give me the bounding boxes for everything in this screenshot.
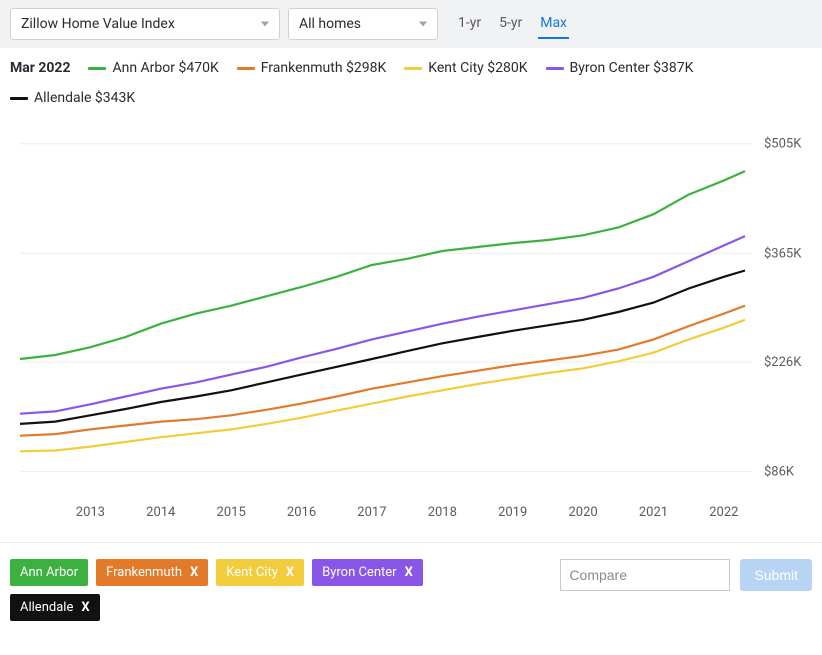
legend-swatch xyxy=(10,97,28,100)
series-line xyxy=(20,320,745,452)
toolbar: Zillow Home Value Index All homes 1-yr 5-… xyxy=(0,0,822,48)
range-tab-max[interactable]: Max xyxy=(538,9,569,39)
legend-date: Mar 2022 xyxy=(10,60,70,76)
home-type-select[interactable]: All homes xyxy=(288,8,438,40)
line-chart: $505K $365K $226K $86K 2013 2014 2015 2016 2017 2… xyxy=(0,112,822,532)
svg-text:$505K: $505K xyxy=(764,137,802,152)
svg-text:$226K: $226K xyxy=(764,355,802,370)
close-icon[interactable]: X xyxy=(286,565,294,580)
home-type-select-value: All homes xyxy=(299,16,361,32)
chip-label: Allendale xyxy=(20,600,73,615)
svg-text:2018: 2018 xyxy=(428,505,457,520)
legend-item: Kent City $280K xyxy=(404,60,527,76)
legend-item: Byron Center $387K xyxy=(546,60,694,76)
compare-input[interactable] xyxy=(560,559,730,591)
legend-label: Ann Arbor $470K xyxy=(112,60,218,76)
comparison-chips: Ann ArborFrankenmuthXKent CityXByron Cen… xyxy=(10,559,490,621)
range-tabs: 1-yr 5-yr Max xyxy=(446,9,569,39)
chip[interactable]: Kent City X xyxy=(216,559,304,586)
svg-text:2019: 2019 xyxy=(498,505,527,520)
close-icon[interactable]: X xyxy=(405,565,413,580)
chip-label: Frankenmuth xyxy=(106,565,182,580)
svg-text:$86K: $86K xyxy=(764,465,795,480)
chip[interactable]: Allendale X xyxy=(10,594,100,621)
bottom-bar: Ann ArborFrankenmuthXKent CityXByron Cen… xyxy=(0,542,822,635)
svg-text:$365K: $365K xyxy=(764,246,802,261)
legend-swatch xyxy=(237,67,255,70)
metric-select[interactable]: Zillow Home Value Index xyxy=(10,8,280,40)
svg-text:2013: 2013 xyxy=(76,505,105,520)
chart-legend: Mar 2022 Ann Arbor $470K Frankenmuth $298… xyxy=(0,48,822,112)
chip-label: Kent City xyxy=(226,565,278,580)
legend-label: Byron Center $387K xyxy=(570,60,694,76)
legend-label: Allendale $343K xyxy=(34,90,135,106)
legend-swatch xyxy=(88,67,106,70)
svg-text:2015: 2015 xyxy=(217,505,246,520)
svg-text:2014: 2014 xyxy=(146,505,176,520)
submit-button[interactable]: Submit xyxy=(740,559,812,591)
chip[interactable]: Ann Arbor xyxy=(10,559,88,586)
series-line xyxy=(20,306,745,436)
range-tab-5-yr[interactable]: 5-yr xyxy=(497,9,524,39)
chip-label: Byron Center xyxy=(322,565,396,580)
legend-label: Kent City $280K xyxy=(428,60,527,76)
legend-label: Frankenmuth $298K xyxy=(261,60,387,76)
svg-text:2017: 2017 xyxy=(357,505,386,520)
chip-label: Ann Arbor xyxy=(20,565,78,580)
legend-swatch xyxy=(546,67,564,70)
chip[interactable]: Byron Center X xyxy=(312,559,423,586)
legend-item: Allendale $343K xyxy=(10,90,135,106)
compare-form: Submit xyxy=(560,559,812,591)
range-tab-1-yr[interactable]: 1-yr xyxy=(456,9,483,39)
legend-item: Ann Arbor $470K xyxy=(88,60,218,76)
svg-text:2020: 2020 xyxy=(568,505,597,520)
svg-text:2022: 2022 xyxy=(709,505,738,520)
close-icon[interactable]: X xyxy=(190,565,198,580)
svg-text:2021: 2021 xyxy=(639,505,668,520)
svg-text:2016: 2016 xyxy=(287,505,316,520)
legend-swatch xyxy=(404,67,422,70)
chip[interactable]: Frankenmuth X xyxy=(96,559,208,586)
metric-select-value: Zillow Home Value Index xyxy=(21,16,175,32)
close-icon[interactable]: X xyxy=(81,600,89,615)
legend-item: Frankenmuth $298K xyxy=(237,60,387,76)
series-line xyxy=(20,171,745,359)
